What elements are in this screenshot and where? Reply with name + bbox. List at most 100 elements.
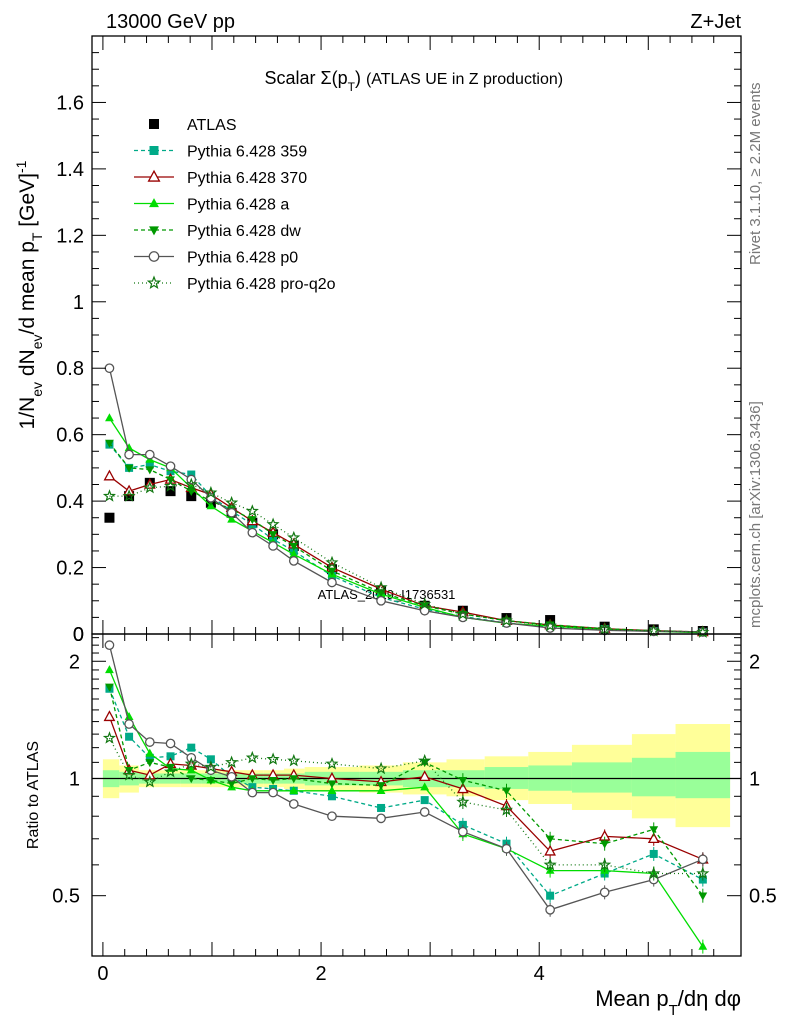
ratio-point — [697, 854, 708, 865]
mcplots-label: mcplots.cern.ch [arXiv:1306.3436] — [747, 401, 764, 628]
ratio-point — [165, 738, 176, 749]
watermark: ATLAS_2019_I1736531 — [318, 587, 456, 602]
legend-marker — [146, 275, 162, 290]
ratio-point — [289, 785, 299, 794]
legend-entry-3: Pythia 6.428 a — [134, 197, 289, 214]
y-tick-label: 0.4 — [56, 491, 84, 513]
legend-marker — [149, 226, 159, 236]
series-3 — [105, 413, 708, 636]
legend-entry-6: Pythia 6.428 pro-q2o — [134, 275, 336, 293]
data-point — [268, 531, 278, 540]
ratio-point — [649, 849, 658, 858]
data-point — [289, 549, 299, 558]
ratio-point — [327, 785, 337, 794]
data-point — [186, 487, 196, 496]
y-tick-label: 1.6 — [56, 92, 84, 114]
ratio-point — [145, 748, 155, 757]
ratio-point — [418, 770, 431, 782]
ratio-point — [374, 761, 388, 775]
ratio-point — [266, 752, 280, 765]
ratio-point — [247, 775, 257, 784]
ratio-point — [543, 858, 557, 871]
legend-marker — [148, 251, 160, 262]
series-0 — [104, 477, 708, 637]
legend: ATLAS Pythia 6.428 359 Pythia 6.428 370 Pyt… — [134, 117, 336, 293]
ratio-point — [206, 776, 216, 785]
ratio-point — [325, 757, 339, 770]
ratio-y-tick-label-right: 1 — [749, 768, 760, 790]
ratio-point — [546, 891, 555, 900]
data-point — [499, 613, 513, 627]
ratio-point — [376, 813, 386, 824]
ratio-point — [419, 807, 430, 817]
data-point — [226, 507, 237, 518]
y-tick-label: 1.2 — [56, 225, 84, 247]
series-line — [109, 483, 703, 633]
ratio-point — [698, 892, 708, 901]
ratio-inner-band — [631, 757, 676, 797]
ratio-point — [647, 832, 660, 844]
ratio-point — [545, 904, 555, 915]
y-tick-label: 0.6 — [56, 425, 84, 447]
x-tick-label: 0 — [97, 963, 108, 985]
legend-label: ATLAS — [187, 117, 237, 134]
data-point — [225, 495, 239, 509]
data-point — [165, 486, 176, 497]
ratio-point — [458, 826, 468, 837]
data-point — [104, 512, 115, 523]
ratio-y-tick-label-right: 0.5 — [749, 886, 777, 908]
data-point — [124, 443, 134, 452]
ratio-y-axis-label: Ratio to ATLAS — [25, 741, 42, 849]
ratio-point — [499, 803, 513, 816]
data-point — [288, 556, 299, 566]
ratio-point — [104, 640, 115, 651]
ratio-point — [245, 750, 259, 764]
ratio-point — [102, 731, 117, 744]
data-point — [287, 530, 301, 544]
ratio-point — [143, 775, 157, 788]
ratio-point — [376, 782, 386, 791]
data-point — [327, 567, 337, 576]
legend-marker — [147, 169, 161, 182]
ratio-point — [187, 743, 196, 752]
x-axis-label: Mean pT/dη dφ — [595, 986, 741, 1019]
ratio-point — [458, 776, 468, 785]
rivet-label: Rivet 3.1.10, ≥ 2.2M events — [747, 83, 764, 266]
ratio-point — [456, 795, 470, 808]
ratio-point — [166, 752, 175, 761]
data-point — [376, 595, 386, 606]
ratio-series-4 — [104, 640, 708, 917]
data-point — [145, 460, 154, 469]
legend-marker — [149, 146, 159, 155]
header-right: Z+Jet — [690, 11, 741, 33]
data-point — [186, 491, 197, 502]
data-point — [104, 363, 115, 374]
ratio-point — [125, 732, 134, 741]
ratio-point — [327, 792, 336, 801]
y-tick-label: 0.8 — [56, 358, 84, 380]
legend-label: Pythia 6.428 a — [187, 197, 289, 214]
ratio-point — [186, 775, 196, 784]
data-point — [124, 449, 134, 460]
y-axis-label: 1/Nev dNev/d mean pT [GeV]-1 — [13, 160, 45, 429]
legend-label: Pythia 6.428 359 — [187, 144, 307, 161]
ratio-point — [377, 803, 386, 812]
ratio-point — [186, 765, 196, 774]
data-point — [647, 624, 661, 637]
main-panel: ATLAS_2019_I1736531 0 0.2 0.4 0.6 0.8 1 1.2 1.4 1… — [13, 35, 742, 646]
data-point — [143, 480, 157, 494]
data-point — [325, 555, 339, 569]
data-point — [374, 580, 388, 594]
ratio-point — [418, 753, 432, 767]
data-point — [166, 467, 175, 476]
ratio-point — [420, 796, 429, 805]
data-point — [105, 439, 114, 448]
data-point — [247, 527, 258, 538]
legend-label: Pythia 6.428 p0 — [187, 250, 298, 267]
legend-marker — [149, 198, 159, 208]
ratio-point — [144, 737, 155, 747]
legend-label: Pythia 6.428 dw — [187, 223, 301, 240]
ratio-point — [598, 857, 612, 871]
ratio-y-tick-label-right: 2 — [749, 651, 760, 673]
ratio-point — [545, 835, 555, 844]
